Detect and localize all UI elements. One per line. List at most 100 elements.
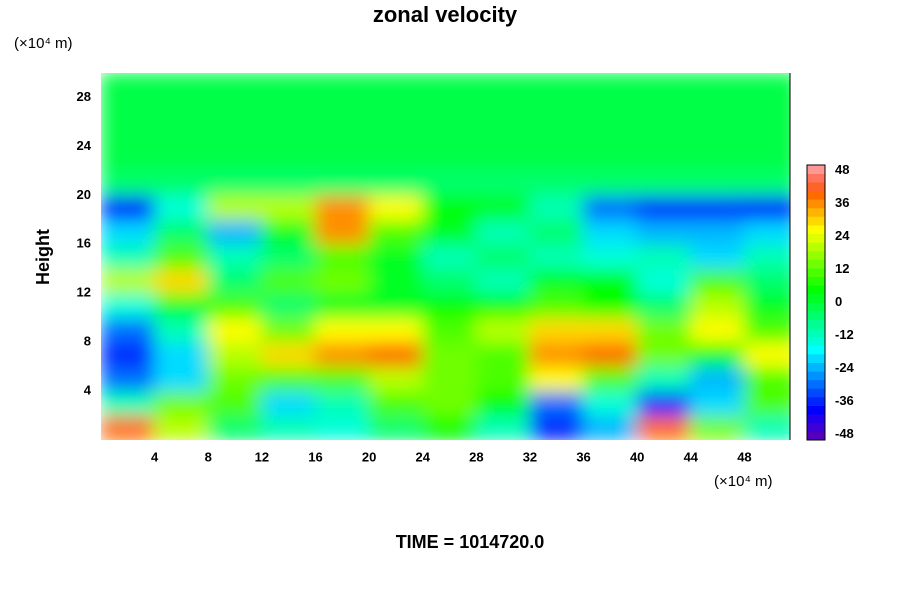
cell: [207, 219, 263, 245]
cell: [207, 170, 263, 196]
cell: [261, 219, 316, 245]
cell: [261, 121, 316, 147]
cell: [529, 243, 585, 270]
cell: [422, 390, 477, 417]
cell: [583, 243, 638, 270]
colorbar-level: [807, 225, 825, 235]
cell: [583, 366, 638, 392]
cell: [154, 170, 209, 196]
cell: [743, 194, 790, 221]
cell: [529, 73, 585, 98]
cell: [314, 268, 370, 294]
cell: [368, 243, 424, 270]
cell: [690, 121, 745, 147]
colorbar-level: [807, 371, 825, 381]
cell: [636, 415, 692, 440]
cell: [154, 292, 209, 319]
cell: [422, 73, 477, 98]
cell: [422, 170, 477, 196]
colorbar-level: [807, 345, 825, 355]
cell: [636, 268, 692, 294]
cell: [101, 268, 156, 294]
y-tick-label: 4: [84, 383, 92, 398]
colorbar-border: [806, 164, 826, 441]
cell: [154, 194, 209, 221]
colorbar-tick-label: 36: [835, 195, 849, 210]
cell: [368, 121, 424, 147]
cell: [422, 341, 477, 368]
cell: [207, 121, 263, 147]
cell: [529, 292, 585, 319]
colorbar-level: [807, 259, 825, 269]
colorbar-level: [807, 431, 825, 441]
x-tick-label: 28: [469, 449, 483, 464]
cell: [101, 341, 156, 368]
cell: [743, 121, 790, 147]
cell: [743, 219, 790, 245]
cell: [583, 415, 638, 440]
cell: [636, 366, 692, 392]
x-tick-label: 8: [205, 449, 212, 464]
y-axis-label: Height: [33, 229, 53, 285]
cell: [422, 145, 477, 172]
cell: [154, 415, 209, 440]
colorbar-level: [807, 216, 825, 226]
cell: [743, 96, 790, 123]
cell: [101, 194, 156, 221]
colorbar-tick-label: -24: [835, 360, 855, 375]
cell: [583, 219, 638, 245]
cell: [314, 145, 370, 172]
colorbar-level: [807, 302, 825, 312]
cell: [368, 194, 424, 221]
colorbar-level: [807, 173, 825, 183]
footer: TIME = 1014720.0: [396, 532, 545, 552]
cell: [690, 341, 745, 368]
cell: [475, 145, 531, 172]
cell: [529, 170, 585, 196]
cell: [154, 317, 209, 343]
colorbar-tick-label: -36: [835, 393, 854, 408]
cell: [368, 415, 424, 440]
cell: [422, 268, 477, 294]
cell: [475, 341, 531, 368]
colorbar-level: [807, 388, 825, 398]
cell: [529, 341, 585, 368]
cell: [690, 170, 745, 196]
cell: [261, 366, 316, 392]
cell: [690, 366, 745, 392]
cell: [583, 268, 638, 294]
cell: [314, 366, 370, 392]
cell: [690, 219, 745, 245]
cell: [314, 317, 370, 343]
cell: [154, 243, 209, 270]
colorbar-tick-label: 0: [835, 294, 842, 309]
cell: [207, 243, 263, 270]
cell: [422, 292, 477, 319]
cell: [261, 194, 316, 221]
cell: [422, 317, 477, 343]
cell: [743, 390, 790, 417]
y-tick-label: 20: [77, 187, 91, 202]
cell: [314, 390, 370, 417]
cell: [314, 121, 370, 147]
cell: [475, 317, 531, 343]
cell: [368, 268, 424, 294]
cell: [314, 96, 370, 123]
cell: [743, 366, 790, 392]
cell: [743, 268, 790, 294]
cell: [368, 390, 424, 417]
cell: [261, 73, 316, 98]
cell: [314, 341, 370, 368]
cell: [690, 415, 745, 440]
cell: [690, 73, 745, 98]
cell: [743, 317, 790, 343]
cell: [101, 317, 156, 343]
cell: [529, 366, 585, 392]
cell: [207, 194, 263, 221]
colorbar-level: [807, 233, 825, 243]
cell: [690, 145, 745, 172]
cell: [207, 73, 263, 98]
cell: [529, 194, 585, 221]
cell: [207, 390, 263, 417]
